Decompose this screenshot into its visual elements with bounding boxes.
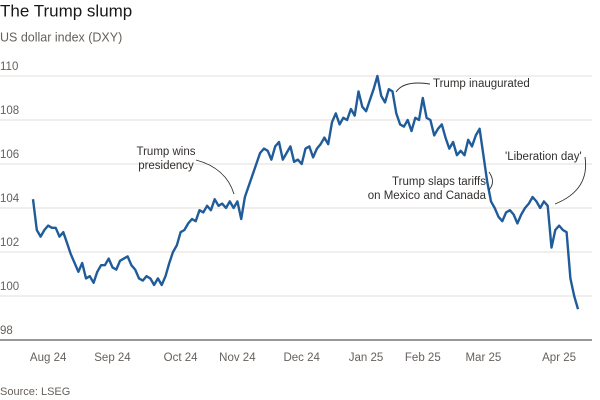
annotation: Trump inaugurated [433,78,530,90]
connector [195,159,235,195]
x-tick-label: Mar 25 [465,352,501,364]
x-tick-label: Oct 24 [164,352,198,364]
y-tick-label: 110 [0,61,18,73]
plot: 98 100 102 104 106 108 110 Aug 24 Sep 24 Oct 24 No… [0,61,592,364]
y-tick-label: 102 [0,237,19,249]
annotation: Trump slaps tariffs [392,176,486,188]
chart-title: The Trump slump [0,1,132,20]
y-tick-label: 100 [0,281,19,293]
connector [554,156,587,205]
chart-subtitle: US dollar index (DXY) [0,30,122,44]
annotation: on Mexico and Canada [368,190,487,202]
x-tick-label: Sep 24 [94,352,131,364]
x-tick-label: Feb 25 [405,352,441,364]
y-tick-label: 104 [0,193,20,205]
y-tick-label: 106 [0,149,19,161]
annotation: 'Liberation day' [505,151,582,163]
x-tick-label: Jan 25 [349,352,384,364]
y-tick-label: 108 [0,105,19,117]
source: Source: LSEG [0,386,70,398]
x-tick-label: Nov 24 [219,352,256,364]
x-tick-label: Aug 24 [30,352,67,364]
connector [395,82,431,93]
annotation: Trump wins [137,146,196,158]
connector [488,171,493,191]
annotation: presidency [138,160,194,172]
y-tick-label: 98 [0,325,13,337]
x-tick-label: Dec 24 [283,352,320,364]
x-tick-label: Apr 25 [542,352,576,364]
data-line [31,74,580,310]
